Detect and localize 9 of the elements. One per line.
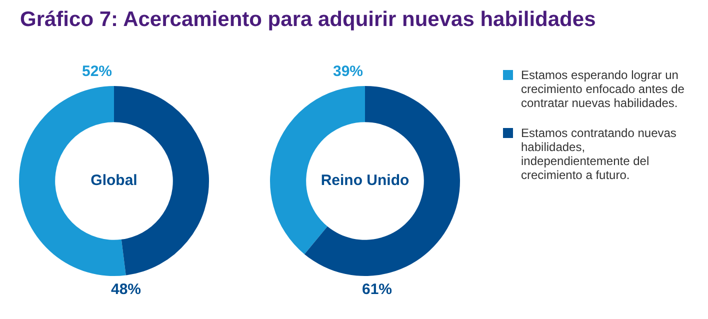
data-label: 39% [332, 63, 364, 80]
legend-label: Estamos contratando nuevas habilidades, independientemente del crecimiento a futuro. [520, 126, 678, 182]
text: Reino Unido [320, 172, 410, 190]
legend-label: Estamos esperando lograr un crecimiento enfocado antes de contratar nuevas habilidades. [520, 68, 686, 110]
chart-title: Gráfico 7: Acercamiento para adquirir nuevas habilidades [20, 8, 596, 32]
data-label: 52% [82, 63, 112, 80]
text: Global [90, 172, 138, 190]
data-label: 48% [110, 281, 142, 298]
data-label: 61% [362, 281, 392, 298]
